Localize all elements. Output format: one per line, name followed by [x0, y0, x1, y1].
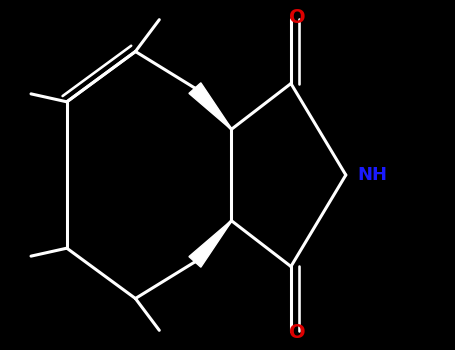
Text: O: O: [289, 323, 306, 342]
Polygon shape: [189, 83, 232, 130]
Polygon shape: [189, 220, 232, 267]
Text: O: O: [289, 8, 306, 27]
Text: NH: NH: [358, 166, 388, 184]
